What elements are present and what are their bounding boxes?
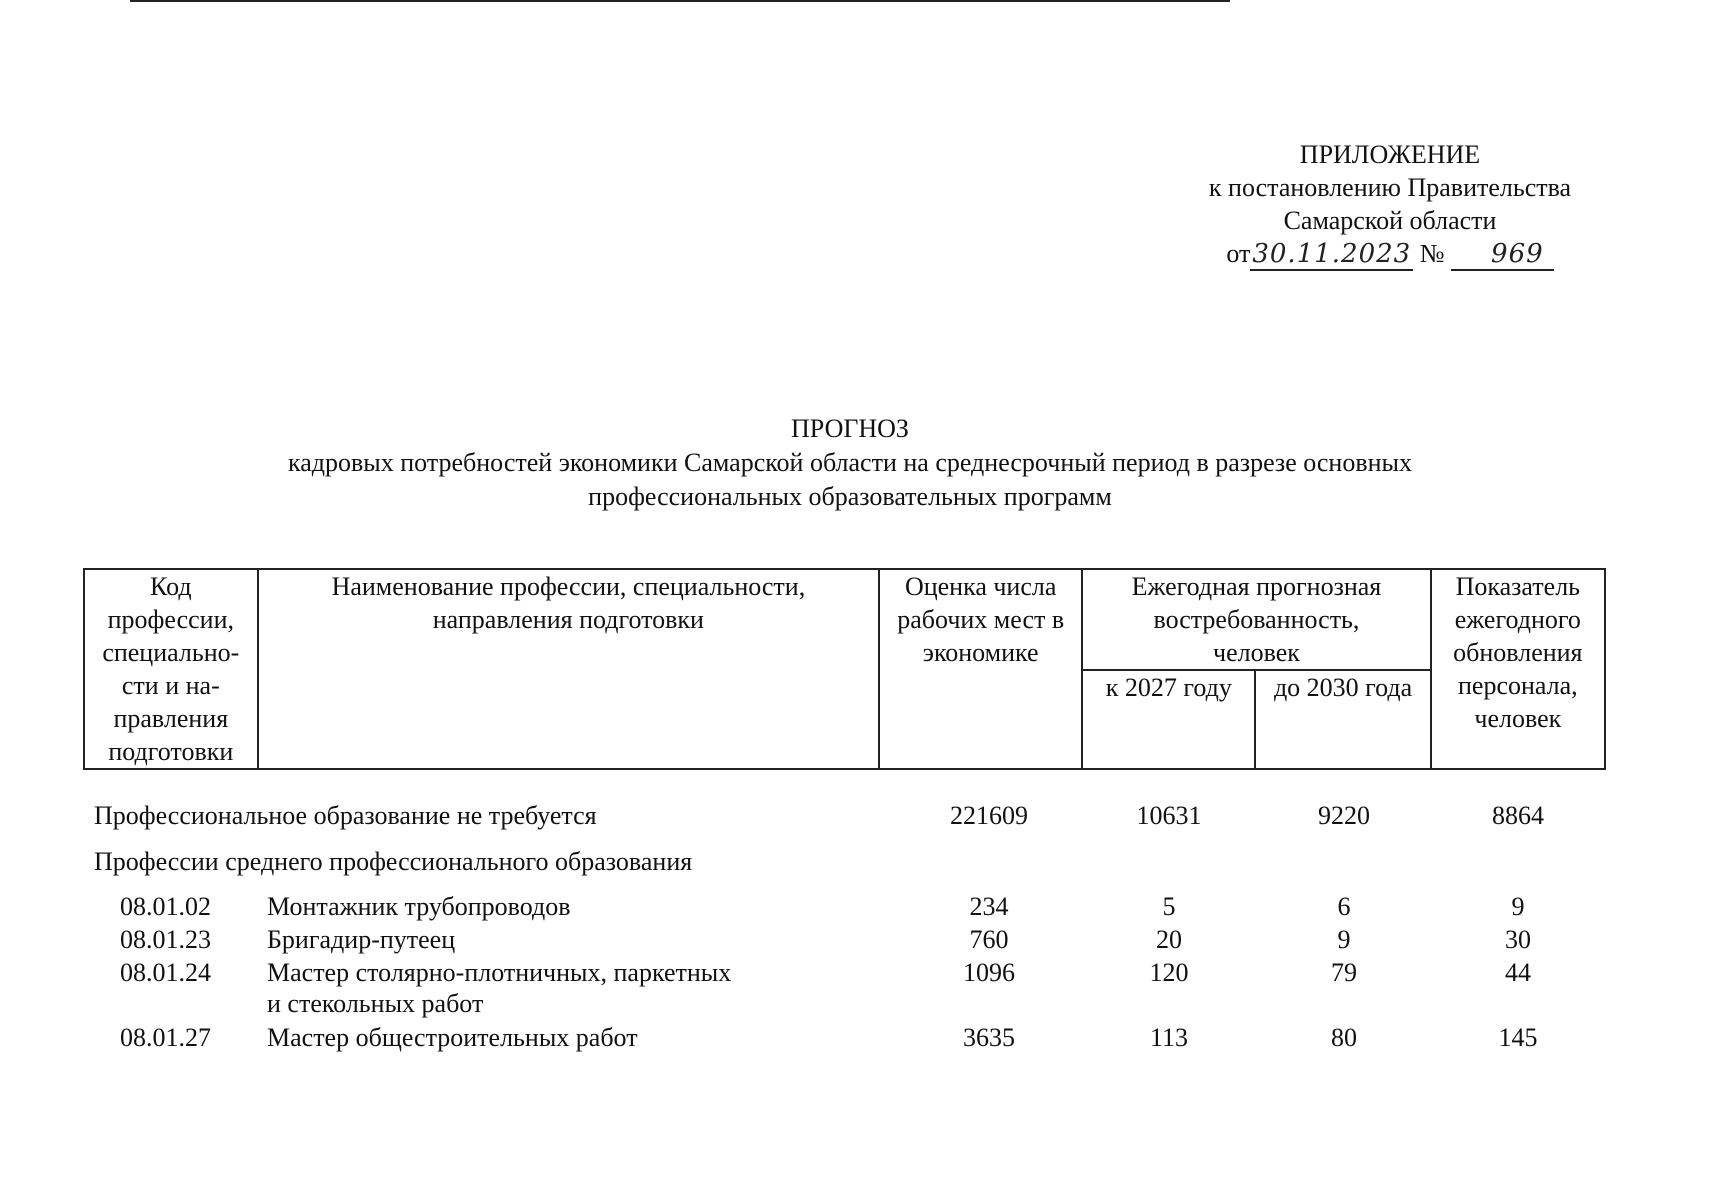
row-jobs: 3635 bbox=[963, 1023, 1015, 1052]
summary-row: Профессиональное образование не требуетс… bbox=[0, 799, 1715, 832]
scan-edge-line bbox=[130, 0, 1230, 2]
table-row: 08.01.23 Бригадир-путеец 760 20 9 30 bbox=[0, 923, 1715, 956]
section-title: Профессии среднего профессионального обр… bbox=[94, 847, 693, 876]
appendix-title: ПРИЛОЖЕНИЕ bbox=[1299, 140, 1481, 169]
row-renewal: 30 bbox=[1505, 925, 1531, 954]
row-2030: 9 bbox=[1337, 925, 1351, 954]
summary-2030: 9220 bbox=[1318, 801, 1370, 830]
number-label: № bbox=[1419, 239, 1445, 268]
document-subtitle-2: профессиональных образовательных програм… bbox=[588, 482, 1112, 511]
row-2030: 6 bbox=[1337, 892, 1351, 921]
table-row: 08.01.02 Монтажник трубопроводов 234 5 6… bbox=[0, 890, 1715, 923]
row-renewal: 44 bbox=[1505, 958, 1531, 987]
appendix-block: ПРИЛОЖЕНИЕ к постановлению Правительства… bbox=[1170, 138, 1610, 271]
table-row: 08.01.24 Мастер столярно-плотничных, пар… bbox=[0, 956, 1715, 1018]
row-code: 08.01.23 bbox=[120, 925, 211, 954]
row-code: 08.01.24 bbox=[120, 958, 211, 987]
header-demand-2030: до 2030 года bbox=[1254, 669, 1432, 770]
handwritten-date: 30.11.2023 bbox=[1250, 239, 1414, 271]
summary-name: Профессиональное образование не требуетс… bbox=[94, 801, 597, 830]
row-renewal: 145 bbox=[1498, 1023, 1538, 1052]
header-name: Наименование профессии, специальности, н… bbox=[256, 568, 881, 770]
row-name-continuation: и стекольных работ bbox=[267, 989, 484, 1018]
row-2027: 120 bbox=[1149, 958, 1189, 987]
row-renewal: 9 bbox=[1511, 892, 1525, 921]
row-code: 08.01.02 bbox=[120, 892, 211, 921]
row-name: Бригадир-путеец bbox=[267, 925, 456, 954]
row-name: Мастер столярно-плотничных, паркетных bbox=[267, 958, 732, 987]
document-subtitle-1: кадровых потребностей экономики Самарско… bbox=[288, 448, 1412, 477]
table-header: Код профессии, специально-сти и на-правл… bbox=[83, 568, 1607, 770]
section-title-row: Профессии среднего профессионального обр… bbox=[0, 845, 1715, 878]
row-code: 08.01.27 bbox=[120, 1023, 211, 1052]
row-jobs: 234 bbox=[969, 892, 1009, 921]
row-jobs: 760 bbox=[969, 925, 1009, 954]
header-demand: Ежегодная прогнозная востребованность, ч… bbox=[1081, 568, 1432, 671]
row-name: Мастер общестроительных работ bbox=[267, 1023, 638, 1052]
appendix-date-line: от30.11.2023 № 969 bbox=[1170, 237, 1610, 271]
header-renewal: Показатель ежегодного обновления персона… bbox=[1429, 568, 1607, 770]
summary-2027: 10631 bbox=[1136, 801, 1202, 830]
document-title: ПРОГНОЗ bbox=[791, 414, 909, 443]
summary-renewal: 8864 bbox=[1492, 801, 1544, 830]
row-2027: 5 bbox=[1162, 892, 1176, 921]
row-name: Монтажник трубопроводов bbox=[267, 892, 571, 921]
header-demand-2027: к 2027 году bbox=[1081, 669, 1257, 770]
from-label: от bbox=[1226, 239, 1251, 268]
row-2030: 79 bbox=[1331, 958, 1357, 987]
summary-jobs: 221609 bbox=[950, 801, 1028, 830]
document-title-block: ПРОГНОЗ кадровых потребностей экономики … bbox=[150, 412, 1550, 514]
header-code: Код профессии, специально-сти и на-правл… bbox=[83, 568, 259, 770]
handwritten-number: 969 bbox=[1451, 239, 1554, 271]
table-row: 08.01.27 Мастер общестроительных работ 3… bbox=[0, 1021, 1715, 1054]
row-jobs: 1096 bbox=[963, 958, 1015, 987]
row-2030: 80 bbox=[1331, 1023, 1357, 1052]
row-2027: 20 bbox=[1156, 925, 1182, 954]
row-2027: 113 bbox=[1149, 1023, 1189, 1052]
appendix-line2: Самарской области bbox=[1283, 206, 1497, 235]
header-jobs: Оценка числа рабочих мест в экономике bbox=[878, 568, 1084, 770]
appendix-line1: к постановлению Правительства bbox=[1208, 173, 1572, 202]
